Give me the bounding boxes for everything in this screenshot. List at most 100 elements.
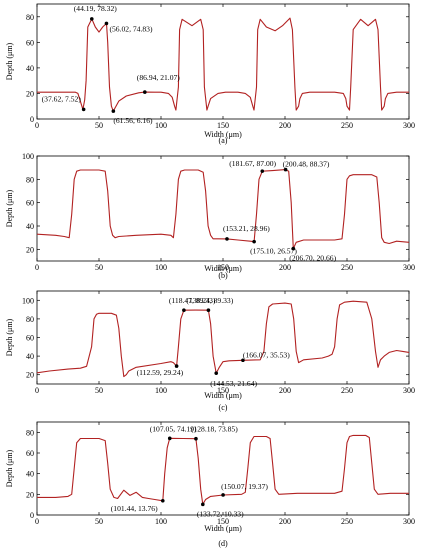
- y-tick-label: 80: [26, 428, 34, 437]
- x-tick-label: 100: [155, 263, 167, 272]
- y-tick-label: 0: [30, 511, 34, 520]
- data-point-annotation: (150.07, 19.37): [221, 482, 268, 491]
- x-tick-label: 0: [35, 517, 39, 526]
- data-point-marker: [283, 167, 288, 172]
- x-tick-label: 250: [341, 121, 353, 130]
- data-point-marker: [174, 364, 179, 368]
- x-tick-label: 250: [341, 517, 353, 526]
- y-tick-label: 20: [26, 490, 34, 499]
- depth-profile-line: [37, 17, 409, 112]
- x-axis-label: Width (μm): [204, 130, 242, 139]
- x-tick-label: 200: [279, 517, 291, 526]
- y-axis-label: Depth (μm): [5, 318, 14, 356]
- chart-panel-b: 0 50 100 150 200 250 300 20 40 60 80 100 Width (μm) D…: [5, 152, 415, 280]
- data-point-annotation: (175.10, 26.57): [250, 247, 297, 256]
- data-point-annotation: (181.67, 87.00): [229, 159, 276, 168]
- x-tick-label: 50: [95, 386, 103, 395]
- data-point-marker: [214, 371, 219, 375]
- data-point-marker: [194, 436, 198, 441]
- x-tick-label: 100: [155, 121, 167, 130]
- x-tick-label: 250: [341, 386, 353, 395]
- x-tick-label: 200: [279, 386, 291, 395]
- data-point-marker: [182, 308, 186, 313]
- data-point-annotation: (56.02, 74.83): [109, 24, 152, 33]
- depth-profile-line: [36, 169, 410, 250]
- y-tick-label: 0: [30, 115, 34, 124]
- chart-panel-c: 0 50 100 150 200 250 300 20 40 60 80 100 Width (μm) D…: [5, 290, 415, 412]
- data-point-marker: [111, 109, 116, 113]
- x-tick-label: 0: [35, 386, 39, 395]
- plot-frame: [36, 155, 410, 262]
- chart-panel-d: 0 50 100 150 200 250 300 0 20 40 60 80 Width (μm) Dep…: [5, 421, 415, 548]
- data-point-annotation: (206.70, 20.66): [289, 254, 336, 263]
- y-axis-label: Depth (μm): [5, 42, 14, 80]
- x-tick-label: 150: [217, 263, 229, 272]
- data-point-annotation: (61.56, 6.16): [113, 116, 153, 125]
- y-tick-label: 100: [22, 296, 34, 305]
- data-point-marker: [81, 107, 86, 112]
- y-tick-label: 60: [26, 449, 34, 458]
- data-point-annotation: (166.07, 35.53): [243, 350, 290, 359]
- x-tick-label: 100: [155, 386, 167, 395]
- x-tick-label: 200: [279, 121, 291, 130]
- data-point-marker: [260, 169, 265, 173]
- data-point-marker: [104, 21, 109, 26]
- data-point-annotation: (37.62, 7.52): [42, 94, 82, 103]
- x-tick-label: 150: [217, 386, 229, 395]
- data-point-annotation: (138.24, 89.33): [186, 296, 233, 305]
- data-point-annotation: (44.19, 78.32): [74, 4, 117, 13]
- data-point-marker: [291, 246, 296, 251]
- x-tick-label: 0: [35, 263, 39, 272]
- data-point-marker: [201, 502, 205, 507]
- chart-panel-a: 0 50 100 150 200 250 300 0 20 40 60 80 Width (μm) Dep…: [5, 3, 415, 145]
- panel-caption: (c): [219, 403, 228, 412]
- data-point-marker: [89, 17, 94, 21]
- data-point-annotation: (101.44, 13.76): [111, 504, 158, 513]
- x-axis-label: Width (μm): [204, 264, 242, 273]
- panel-caption: (d): [218, 539, 228, 548]
- x-tick-label: 300: [403, 386, 415, 395]
- data-point-marker: [241, 358, 245, 363]
- y-tick-label: 20: [26, 245, 34, 254]
- x-tick-label: 150: [217, 121, 229, 130]
- data-point-annotation: (133.72, 10.33): [197, 509, 244, 518]
- x-tick-label: 250: [341, 263, 353, 272]
- data-point-marker: [221, 493, 225, 497]
- depth-profile-line: [36, 300, 410, 378]
- y-tick-label: 80: [26, 315, 34, 324]
- data-point-marker: [160, 498, 165, 503]
- x-tick-label: 300: [403, 263, 415, 272]
- panel-caption: (a): [219, 136, 228, 145]
- x-tick-label: 300: [403, 121, 415, 130]
- y-tick-label: 40: [26, 352, 34, 361]
- panel-caption: (b): [218, 271, 228, 280]
- x-tick-label: 50: [95, 263, 103, 272]
- data-point-annotation: (200.48, 88.37): [283, 160, 330, 169]
- x-tick-label: 50: [95, 121, 103, 130]
- x-tick-label: 0: [35, 121, 39, 130]
- y-tick-label: 60: [26, 38, 34, 47]
- data-point-annotation: (153.21, 28.96): [223, 224, 270, 233]
- y-tick-label: 20: [26, 89, 34, 98]
- x-tick-label: 100: [155, 517, 167, 526]
- data-point-marker: [167, 436, 172, 441]
- data-point-annotation: (112.59, 29.24): [137, 368, 184, 377]
- y-tick-label: 60: [26, 199, 34, 208]
- data-point-marker: [252, 239, 256, 244]
- y-tick-label: 20: [26, 371, 34, 380]
- x-tick-label: 150: [217, 517, 229, 526]
- y-tick-label: 40: [26, 222, 34, 231]
- y-tick-label: 80: [26, 175, 34, 184]
- data-point-marker: [206, 308, 211, 313]
- y-tick-label: 100: [22, 152, 34, 161]
- data-point-marker: [225, 237, 229, 241]
- y-tick-label: 40: [26, 64, 34, 73]
- y-tick-label: 40: [26, 470, 34, 479]
- data-point-annotation: (86.94, 21.07): [137, 73, 180, 82]
- x-axis-label: Width (μm): [204, 391, 242, 400]
- data-point-annotation: (118.47, 89.33): [169, 296, 216, 305]
- x-tick-label: 300: [403, 517, 415, 526]
- x-tick-label: 200: [279, 263, 291, 272]
- y-tick-label: 80: [26, 13, 34, 22]
